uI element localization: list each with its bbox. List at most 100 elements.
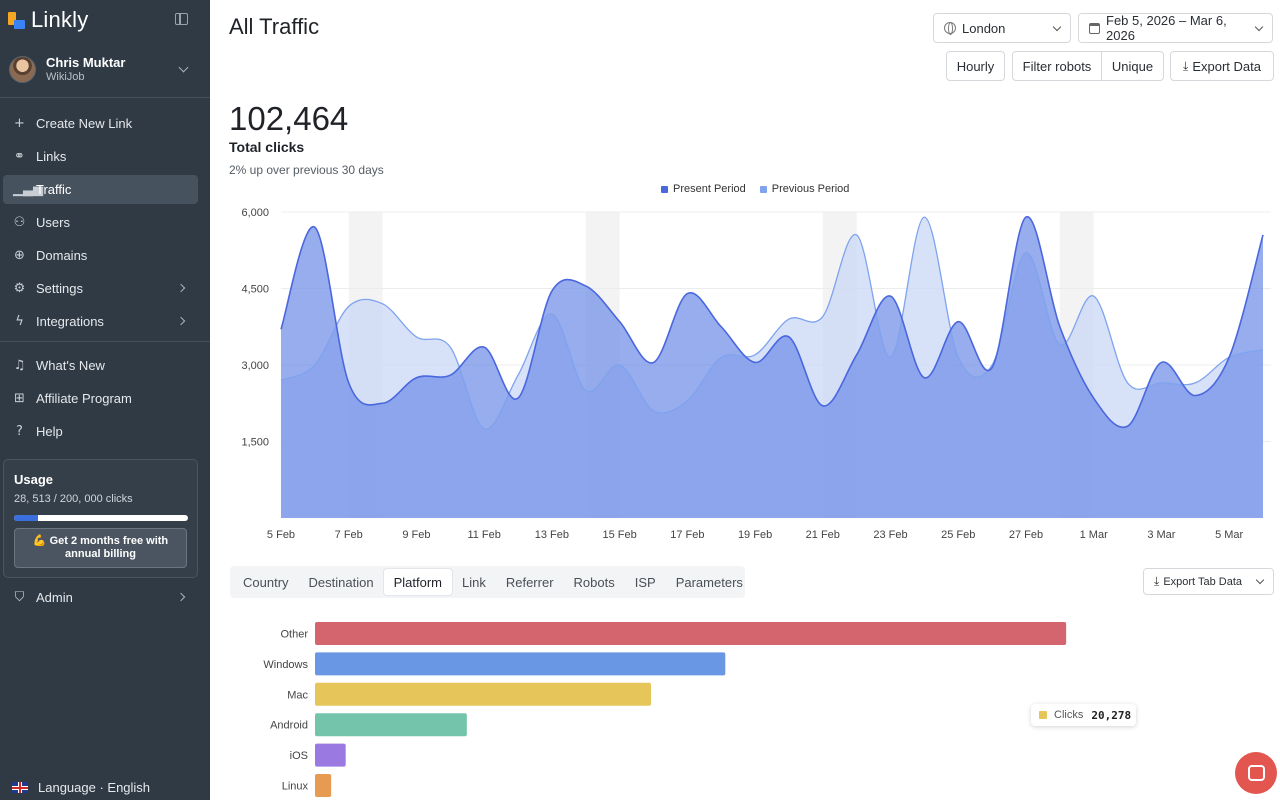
sidebar-item-settings[interactable]: ⚙ Settings [3, 274, 198, 303]
bar-other[interactable] [315, 622, 1067, 645]
tab-platform[interactable]: Platform [383, 569, 452, 595]
language-selector[interactable]: Language · English [12, 780, 150, 795]
sidebar-item-label: Links [36, 149, 67, 164]
bar-android[interactable] [315, 713, 467, 737]
language-label: Language · English [38, 780, 151, 795]
x-tick-label: 23 Feb [873, 529, 907, 541]
y-tick-label: 4,500 [241, 284, 269, 296]
series-line-previous [280, 216, 1264, 430]
export-data-button[interactable]: ⤓ Export Data [1170, 51, 1274, 81]
sidebar-item-links[interactable]: ⚭ Links [3, 142, 198, 171]
hourly-button[interactable]: Hourly [946, 51, 1005, 81]
globe-icon [944, 22, 956, 35]
globe-icon: ⊕ [14, 248, 25, 263]
sidebar-item-help[interactable]: ? Help [3, 417, 198, 446]
x-tick-label: 15 Feb [602, 529, 636, 541]
tab-link[interactable]: Link [461, 574, 486, 590]
filter-robots-button[interactable]: Filter robots [1013, 52, 1102, 80]
sidebar-item-label: Users [36, 215, 70, 230]
tooltip-label: Clicks [1054, 709, 1084, 721]
sidebar-item-label: Help [36, 424, 63, 439]
legend-label: Previous Period [771, 183, 850, 195]
brand[interactable]: Linkly [8, 7, 88, 33]
tab-destination[interactable]: Destination [308, 574, 374, 590]
sidebar-item-whats-new[interactable]: ♫ What's New [3, 351, 198, 380]
x-tick-label: 3 Mar [1147, 529, 1175, 541]
sidebar-item-affiliate-program[interactable]: ⊞ Affiliate Program [3, 384, 198, 413]
sidebar-item-domains[interactable]: ⊕ Domains [3, 241, 198, 270]
x-tick-label: 5 Feb [267, 529, 295, 541]
total-clicks-value: 102,464 [229, 100, 349, 137]
tab-referrer[interactable]: Referrer [505, 574, 554, 590]
tab-country[interactable]: Country [243, 574, 289, 590]
y-tick-label: 3,000 [241, 360, 269, 372]
download-icon: ⤓ [1183, 58, 1189, 73]
sidebar-item-integrations[interactable]: ϟ Integrations [3, 307, 198, 336]
divider [0, 97, 210, 98]
traffic-area-chart: 1,500 3,000 4,500 6,000 5 Feb 7 Feb 9 Feb 11 Fe… [241, 207, 1271, 541]
chat-icon [1247, 765, 1265, 781]
bar-category-label: iOS [290, 750, 308, 762]
support-chat-button[interactable] [1235, 752, 1277, 794]
x-tick-label: 21 Feb [806, 529, 840, 541]
total-clicks-change: 2% up over previous 30 days [229, 163, 384, 177]
sidebar-item-create-new-link[interactable]: + Create New Link [3, 109, 198, 138]
chevron-down-icon [1052, 22, 1062, 31]
gift-icon: ⊞ [14, 391, 25, 406]
tooltip-value: 20,278 [1091, 708, 1132, 722]
unique-button[interactable]: Unique [1111, 58, 1154, 74]
tab-isp[interactable]: ISP [634, 574, 656, 590]
users-icon: ⚇ [13, 215, 26, 230]
usage-progress-bar [14, 515, 188, 521]
export-tab-data-button[interactable]: ⤓ Export Tab Data [1143, 568, 1274, 595]
legend-item-previous[interactable]: Previous Period [759, 183, 850, 195]
avatar [9, 55, 36, 83]
sidebar: Linkly Chris Muktar WikiJob + Create New… [0, 0, 210, 800]
chevron-down-icon [1254, 22, 1264, 31]
usage-card: Usage 28, 513 / 200, 000 clicks 💪 Get 2 … [3, 459, 198, 578]
bar-mac[interactable] [315, 682, 651, 706]
x-tick-label: 17 Feb [670, 529, 704, 541]
chevron-right-icon [176, 316, 186, 326]
tab-parameters[interactable]: Parameters [675, 574, 743, 590]
chart-tooltip: Clicks 20,278 [1031, 704, 1136, 726]
bar-windows[interactable] [315, 652, 726, 676]
bar-category-label: Windows [263, 659, 308, 671]
sidebar-item-label: What's New [36, 358, 105, 373]
chevron-down-icon [178, 62, 189, 73]
export-data-label: Export Data [1192, 58, 1261, 74]
upgrade-button[interactable]: 💪 Get 2 months free with annual billing [14, 528, 187, 568]
download-icon: ⤓ [1154, 574, 1160, 588]
location-value: London [962, 20, 1006, 36]
tab-robots[interactable]: Robots [573, 574, 615, 590]
series-line-present [280, 216, 1264, 429]
breakdown-tabs: Country Destination Platform Link Referr… [230, 566, 745, 598]
platform-bar-chart: Other Windows Mac Android iOS Linux [263, 622, 1067, 797]
gear-icon: ⚙ [13, 281, 26, 296]
bar-ios[interactable] [315, 743, 346, 767]
x-tick-label: 9 Feb [402, 529, 430, 541]
x-tick-label: 1 Mar [1080, 529, 1108, 541]
brand-name: Linkly [31, 7, 89, 32]
sidebar-item-label: Integrations [36, 314, 104, 329]
location-select[interactable]: London [933, 13, 1071, 43]
sidebar-item-users[interactable]: ⚇ Users [3, 208, 198, 237]
collapse-sidebar-icon[interactable] [175, 13, 188, 25]
help-icon: ? [16, 424, 23, 439]
export-tab-data-label: Export Tab Data [1163, 575, 1242, 588]
sidebar-item-traffic[interactable]: ▁▃▅ Traffic [3, 175, 198, 204]
chevron-right-icon [176, 592, 186, 602]
usage-progress-fill [14, 515, 39, 521]
chevron-down-icon [1255, 575, 1265, 585]
date-range-select[interactable]: Feb 5, 2026 – Mar 6, 2026 [1078, 13, 1273, 43]
legend-item-present[interactable]: Present Period [661, 183, 746, 195]
sidebar-item-admin[interactable]: ⛉ Admin [3, 583, 198, 612]
bar-category-label: Android [270, 720, 308, 732]
legend-swatch [759, 185, 767, 193]
bar-linux[interactable] [315, 774, 332, 797]
x-tick-label: 19 Feb [738, 529, 772, 541]
legend-label: Present Period [673, 183, 746, 195]
user-name: Chris Muktar [46, 55, 126, 70]
legend-swatch [661, 185, 668, 193]
user-menu[interactable]: Chris Muktar WikiJob [9, 54, 199, 84]
